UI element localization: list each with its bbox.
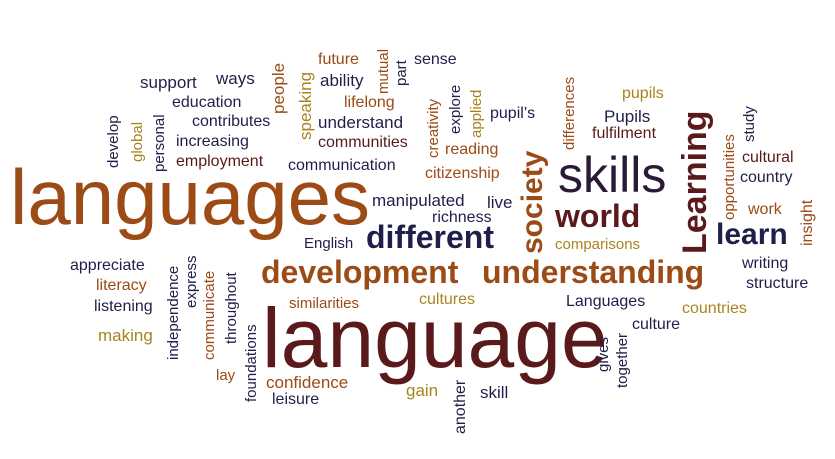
word-leisure: leisure [272, 391, 320, 408]
word-differences: differences [561, 76, 578, 150]
word-sense: sense [414, 51, 457, 68]
word-throughout: throughout [223, 272, 240, 344]
word-confidence: confidence [266, 373, 349, 392]
word-culture: culture [632, 316, 681, 333]
word-similarities: similarities [289, 295, 360, 312]
word-world: world [555, 198, 641, 234]
word-society: society [516, 150, 549, 254]
word-pupils-apos: pupil’s [490, 105, 536, 122]
word-contributes: contributes [192, 113, 271, 130]
word-skill: skill [480, 383, 509, 402]
word-understand: understand [318, 113, 404, 132]
word-develop: develop [105, 115, 122, 168]
word-global: global [129, 121, 146, 162]
word-insight: insight [799, 199, 816, 246]
word-writing: writing [742, 255, 789, 272]
word-communities: communities [318, 134, 408, 151]
word-increasing: increasing [176, 133, 249, 150]
word-languages-cap: Languages [566, 293, 646, 310]
word-cultures: cultures [419, 291, 476, 308]
word-study: study [741, 106, 758, 142]
word-education: education [172, 94, 242, 111]
word-cultural: cultural [742, 149, 794, 166]
word-support: support [140, 73, 197, 92]
word-live: live [487, 193, 513, 212]
word-gain: gain [406, 381, 439, 400]
word-pupils-cap: Pupils [604, 107, 651, 126]
word-understanding: understanding [482, 254, 705, 290]
word-lay: lay [216, 367, 236, 384]
word-foundations: foundations [243, 324, 260, 402]
word-comparisons: comparisons [555, 236, 641, 253]
word-future: future [318, 51, 359, 68]
word-mutual: mutual [375, 48, 392, 94]
word-ways: ways [216, 69, 255, 88]
word-manipulated: manipulated [372, 191, 465, 210]
word-citizenship: citizenship [425, 165, 500, 182]
word-learning: Learning [676, 110, 714, 254]
word-another: another [452, 379, 469, 434]
word-ability: ability [320, 71, 364, 90]
word-creativity: creativity [425, 98, 442, 158]
word-personal: personal [151, 114, 168, 172]
word-appreciate: appreciate [70, 257, 145, 274]
word-learn: learn [716, 218, 788, 251]
word-country: country [740, 169, 793, 186]
word-listening: listening [94, 298, 153, 315]
word-communication: communication [288, 157, 396, 174]
word-opportunities: opportunities [721, 134, 738, 220]
word-pupils: pupils [622, 85, 664, 102]
word-making: making [98, 326, 153, 345]
word-skills: skills [558, 147, 667, 203]
word-development: development [261, 254, 459, 290]
word-people: people [269, 62, 288, 114]
word-literacy: literacy [96, 277, 147, 294]
word-lifelong: lifelong [344, 94, 395, 111]
word-employment: employment [176, 153, 264, 170]
word-independence: independence [165, 265, 182, 360]
word-structure: structure [746, 275, 809, 292]
word-applied: applied [468, 89, 485, 138]
word-express: express [183, 255, 200, 308]
word-gives: gives [595, 336, 612, 372]
word-communicate: communicate [201, 270, 218, 360]
word-countries: countries [682, 300, 747, 317]
word-language: language [262, 291, 608, 385]
word-part: part [393, 60, 410, 86]
word-reading: reading [445, 141, 499, 158]
word-english: English [304, 235, 354, 252]
word-work: work [748, 201, 782, 218]
word-languages: languages [10, 153, 370, 241]
word-different: different [366, 219, 494, 255]
word-speaking: speaking [296, 71, 315, 140]
word-richness: richness [432, 209, 492, 226]
word-explore: explore [447, 84, 464, 134]
word-fulfilment: fulfilment [592, 125, 657, 142]
word-together: together [614, 332, 631, 388]
